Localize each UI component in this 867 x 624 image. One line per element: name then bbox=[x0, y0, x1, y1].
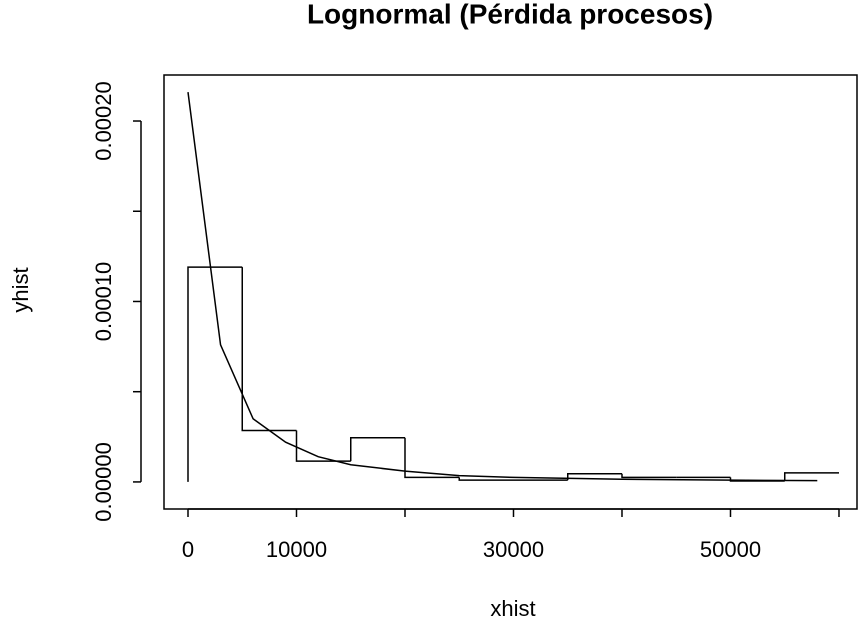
histogram-step bbox=[404, 437, 460, 479]
histogram-step bbox=[187, 266, 243, 482]
x-tick-label: 50000 bbox=[700, 537, 761, 562]
y-tick-label: 0.00020 bbox=[91, 81, 116, 161]
x-tick-label: 30000 bbox=[483, 537, 544, 562]
histogram-step bbox=[349, 436, 405, 462]
plot-box bbox=[163, 74, 858, 510]
histogram-step bbox=[295, 430, 351, 462]
histogram-step bbox=[458, 477, 514, 481]
y-axis-label: yhist bbox=[8, 267, 33, 312]
histogram-step bbox=[621, 473, 677, 479]
histogram-step bbox=[241, 267, 297, 432]
y-tick-label: 0.00000 bbox=[91, 442, 116, 522]
histogram-step bbox=[783, 472, 839, 482]
density-curve bbox=[187, 92, 818, 482]
x-tick-label: 0 bbox=[182, 537, 194, 562]
x-axis-label: xhist bbox=[490, 596, 535, 621]
chart-title: Lognormal (Pérdida procesos) bbox=[307, 0, 713, 29]
x-tick-label: 10000 bbox=[266, 537, 327, 562]
y-tick-label: 0.00010 bbox=[91, 262, 116, 342]
